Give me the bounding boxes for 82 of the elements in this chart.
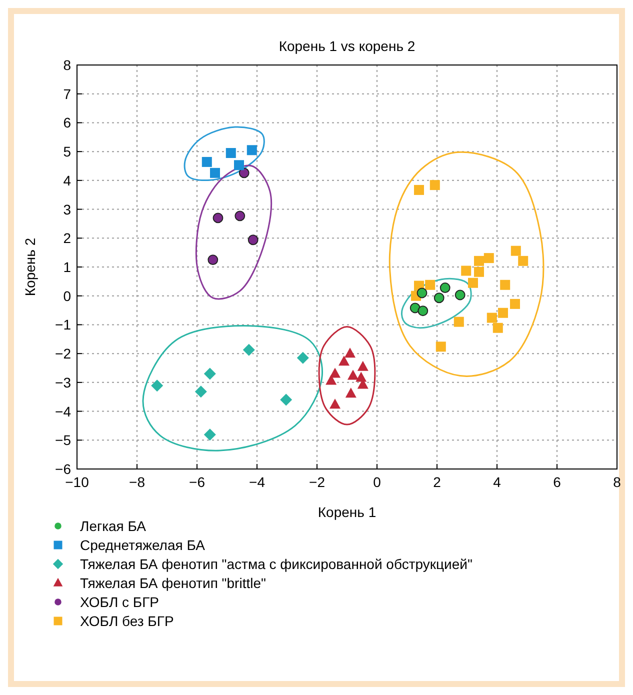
point — [210, 168, 220, 178]
point — [410, 302, 420, 314]
x-tick-label: −8 — [129, 474, 146, 490]
point — [436, 342, 446, 352]
point — [500, 280, 510, 290]
point — [425, 280, 436, 290]
y-tick-label: 3 — [63, 201, 72, 218]
point — [330, 398, 340, 409]
point — [414, 184, 424, 195]
point — [430, 180, 440, 190]
x-tick-label: 4 — [493, 474, 502, 490]
x-axis-title: Корень 1 — [318, 504, 376, 520]
legend-label: Среднетяжелая БА — [80, 537, 206, 553]
point — [330, 368, 340, 378]
point — [486, 312, 497, 323]
point — [461, 266, 472, 276]
point — [338, 356, 350, 366]
x-tick-label: 6 — [553, 474, 562, 490]
y-tick-label: 0 — [63, 288, 72, 304]
point — [226, 148, 236, 158]
y-tick-label: 2 — [63, 230, 72, 246]
point — [208, 254, 218, 265]
point — [326, 374, 337, 385]
point — [296, 352, 309, 364]
point — [234, 210, 246, 222]
y-tick-label: 4 — [63, 172, 72, 188]
x-tick-label: 2 — [433, 474, 442, 490]
point — [416, 288, 428, 298]
point — [492, 322, 503, 333]
point — [434, 292, 444, 304]
point — [468, 278, 478, 288]
point — [418, 306, 428, 316]
y-tick-label: −4 — [55, 403, 72, 420]
y-tick-label: 8 — [63, 57, 72, 73]
legend-label: ХОБЛ без БГР — [80, 613, 174, 629]
x-tick-label: 0 — [373, 474, 382, 490]
point — [212, 212, 224, 224]
x-tick-label: −10 — [65, 474, 90, 490]
point — [280, 394, 292, 406]
chart-title: Корень 1 vs корень 2 — [278, 38, 416, 54]
point — [204, 428, 216, 441]
x-tick-label: 8 — [613, 474, 622, 490]
point — [234, 160, 244, 170]
x-tick-label: −2 — [309, 474, 326, 490]
point — [454, 290, 466, 300]
y-tick-label: 1 — [63, 259, 72, 275]
point — [202, 156, 212, 167]
point — [454, 316, 464, 327]
y-tick-label: −6 — [55, 461, 72, 477]
y-tick-label: −2 — [55, 346, 72, 362]
point — [518, 256, 528, 266]
point — [194, 386, 207, 398]
legend-label: Тяжелая БА фенотип "астма с фиксированной обструкцией" — [80, 556, 472, 572]
point — [348, 370, 358, 380]
point — [498, 308, 508, 318]
point — [357, 360, 368, 371]
y-tick-label: −3 — [55, 374, 72, 390]
x-tick-label: −4 — [249, 474, 266, 490]
y-tick-label: −1 — [55, 316, 72, 333]
y-tick-label: 5 — [63, 144, 72, 160]
x-tick-label: −6 — [189, 474, 206, 490]
point — [248, 234, 258, 246]
point — [151, 380, 164, 392]
y-tick-label: 6 — [63, 114, 72, 131]
point — [204, 368, 216, 380]
legend-label: Тяжелая БА фенотип "brittle" — [80, 575, 266, 591]
legend-label: Легкая БА — [80, 518, 147, 534]
y-axis-title: Корень 2 — [22, 238, 38, 296]
point — [510, 298, 520, 309]
point — [474, 256, 484, 266]
point — [344, 348, 356, 358]
point — [345, 388, 356, 398]
point — [440, 282, 450, 293]
point — [484, 253, 494, 264]
point — [510, 246, 521, 256]
point — [246, 145, 257, 156]
y-tick-label: 7 — [63, 86, 72, 102]
point — [238, 168, 250, 178]
y-tick-label: −5 — [55, 432, 72, 448]
point — [474, 266, 484, 277]
point — [242, 344, 255, 356]
legend-label: ХОБЛ с БГР — [80, 594, 160, 610]
